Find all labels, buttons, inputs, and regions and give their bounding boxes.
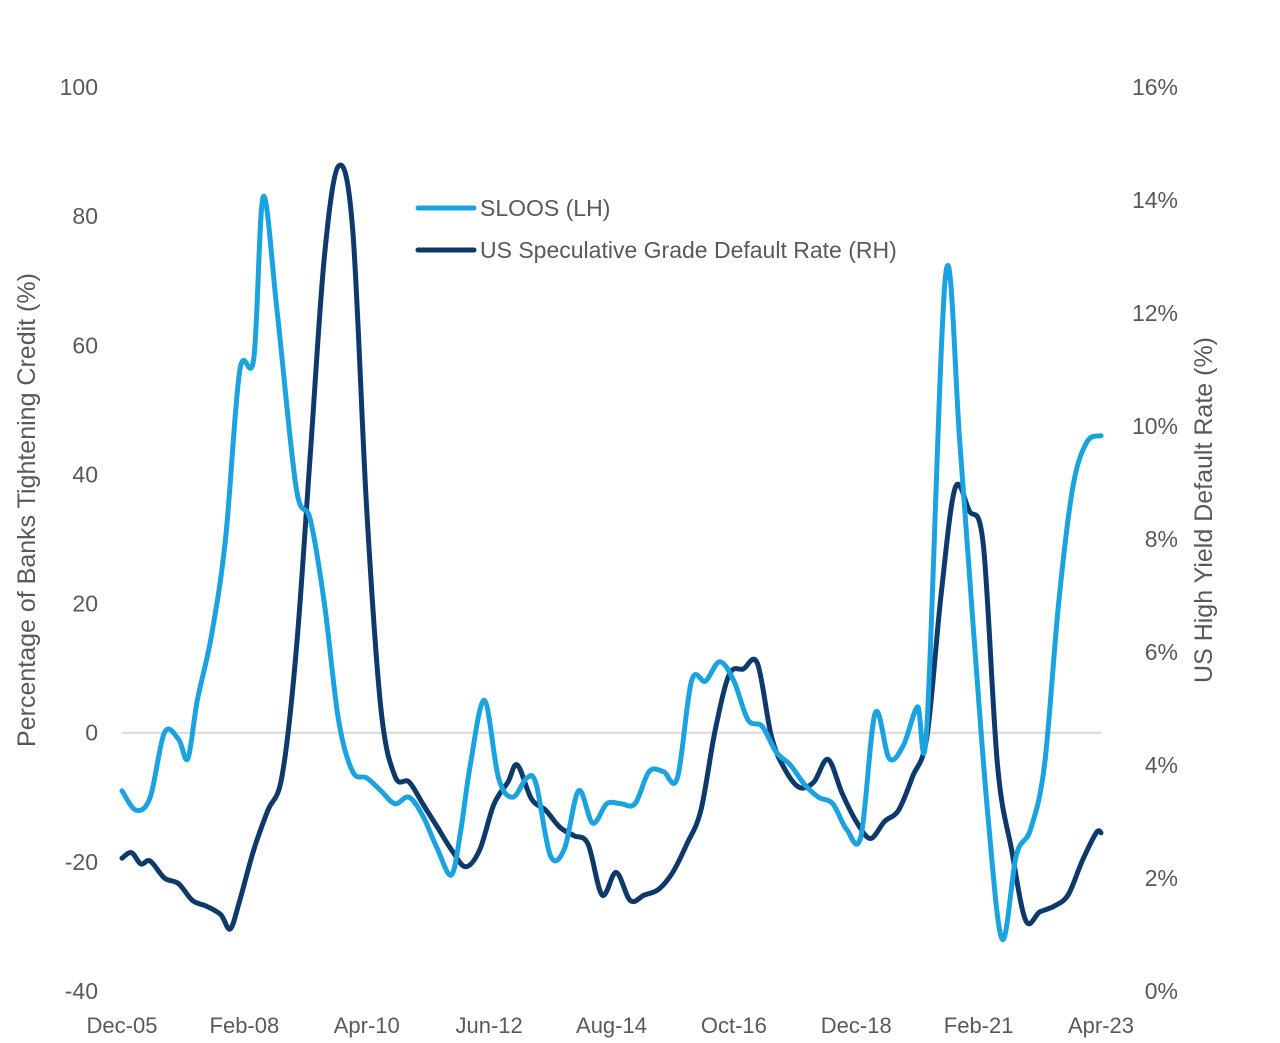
- left-axis-ticks: 100 80 60 40 20 0 -20 -40: [60, 74, 98, 1004]
- x-tick-label: Jun-12: [455, 1013, 522, 1038]
- right-tick-label: 12%: [1132, 300, 1178, 326]
- left-tick-label: 60: [72, 332, 98, 358]
- default-rate-series-line: [119, 162, 1104, 932]
- left-tick-label: -20: [65, 849, 98, 875]
- x-tick-label: Oct-16: [701, 1013, 767, 1038]
- x-tick-label: Feb-08: [210, 1013, 280, 1038]
- x-tick-label: Apr-23: [1068, 1013, 1134, 1038]
- right-axis-ticks: 16% 14% 12% 10% 8% 6% 4% 2% 0%: [1132, 74, 1178, 1004]
- left-tick-label: 100: [60, 74, 98, 100]
- left-tick-label: 0: [85, 720, 98, 746]
- left-tick-label: 40: [72, 461, 98, 487]
- x-tick-label: Aug-14: [576, 1013, 647, 1038]
- left-tick-label: -40: [65, 978, 98, 1004]
- right-tick-label: 2%: [1145, 865, 1178, 891]
- legend-label-default-rate: US Speculative Grade Default Rate (RH): [480, 237, 897, 263]
- x-tick-label: Feb-21: [944, 1013, 1014, 1038]
- left-axis-title: Percentage of Banks Tightening Credit (%…: [13, 273, 41, 747]
- right-tick-label: 10%: [1132, 413, 1178, 439]
- x-axis-ticks: Dec-05 Feb-08 Apr-10 Jun-12 Aug-14 Oct-16 Dec-…: [87, 1013, 1134, 1038]
- series-lines: [119, 162, 1104, 942]
- x-tick-label: Apr-10: [334, 1013, 400, 1038]
- right-tick-label: 4%: [1145, 752, 1178, 778]
- right-tick-label: 14%: [1132, 187, 1178, 213]
- right-tick-label: 0%: [1145, 978, 1178, 1004]
- right-axis-title: US High Yield Default Rate (%): [1190, 337, 1218, 683]
- right-tick-label: 8%: [1145, 526, 1178, 552]
- x-tick-label: Dec-18: [821, 1013, 892, 1038]
- right-tick-label: 16%: [1132, 74, 1178, 100]
- right-tick-label: 6%: [1145, 639, 1178, 665]
- legend-label-sloos: SLOOS (LH): [480, 195, 610, 221]
- sloos-series-line: [119, 194, 1104, 942]
- left-tick-label: 20: [72, 591, 98, 617]
- x-tick-label: Dec-05: [87, 1013, 158, 1038]
- legend: SLOOS (LH) US Speculative Grade Default R…: [415, 195, 897, 263]
- left-tick-label: 80: [72, 203, 98, 229]
